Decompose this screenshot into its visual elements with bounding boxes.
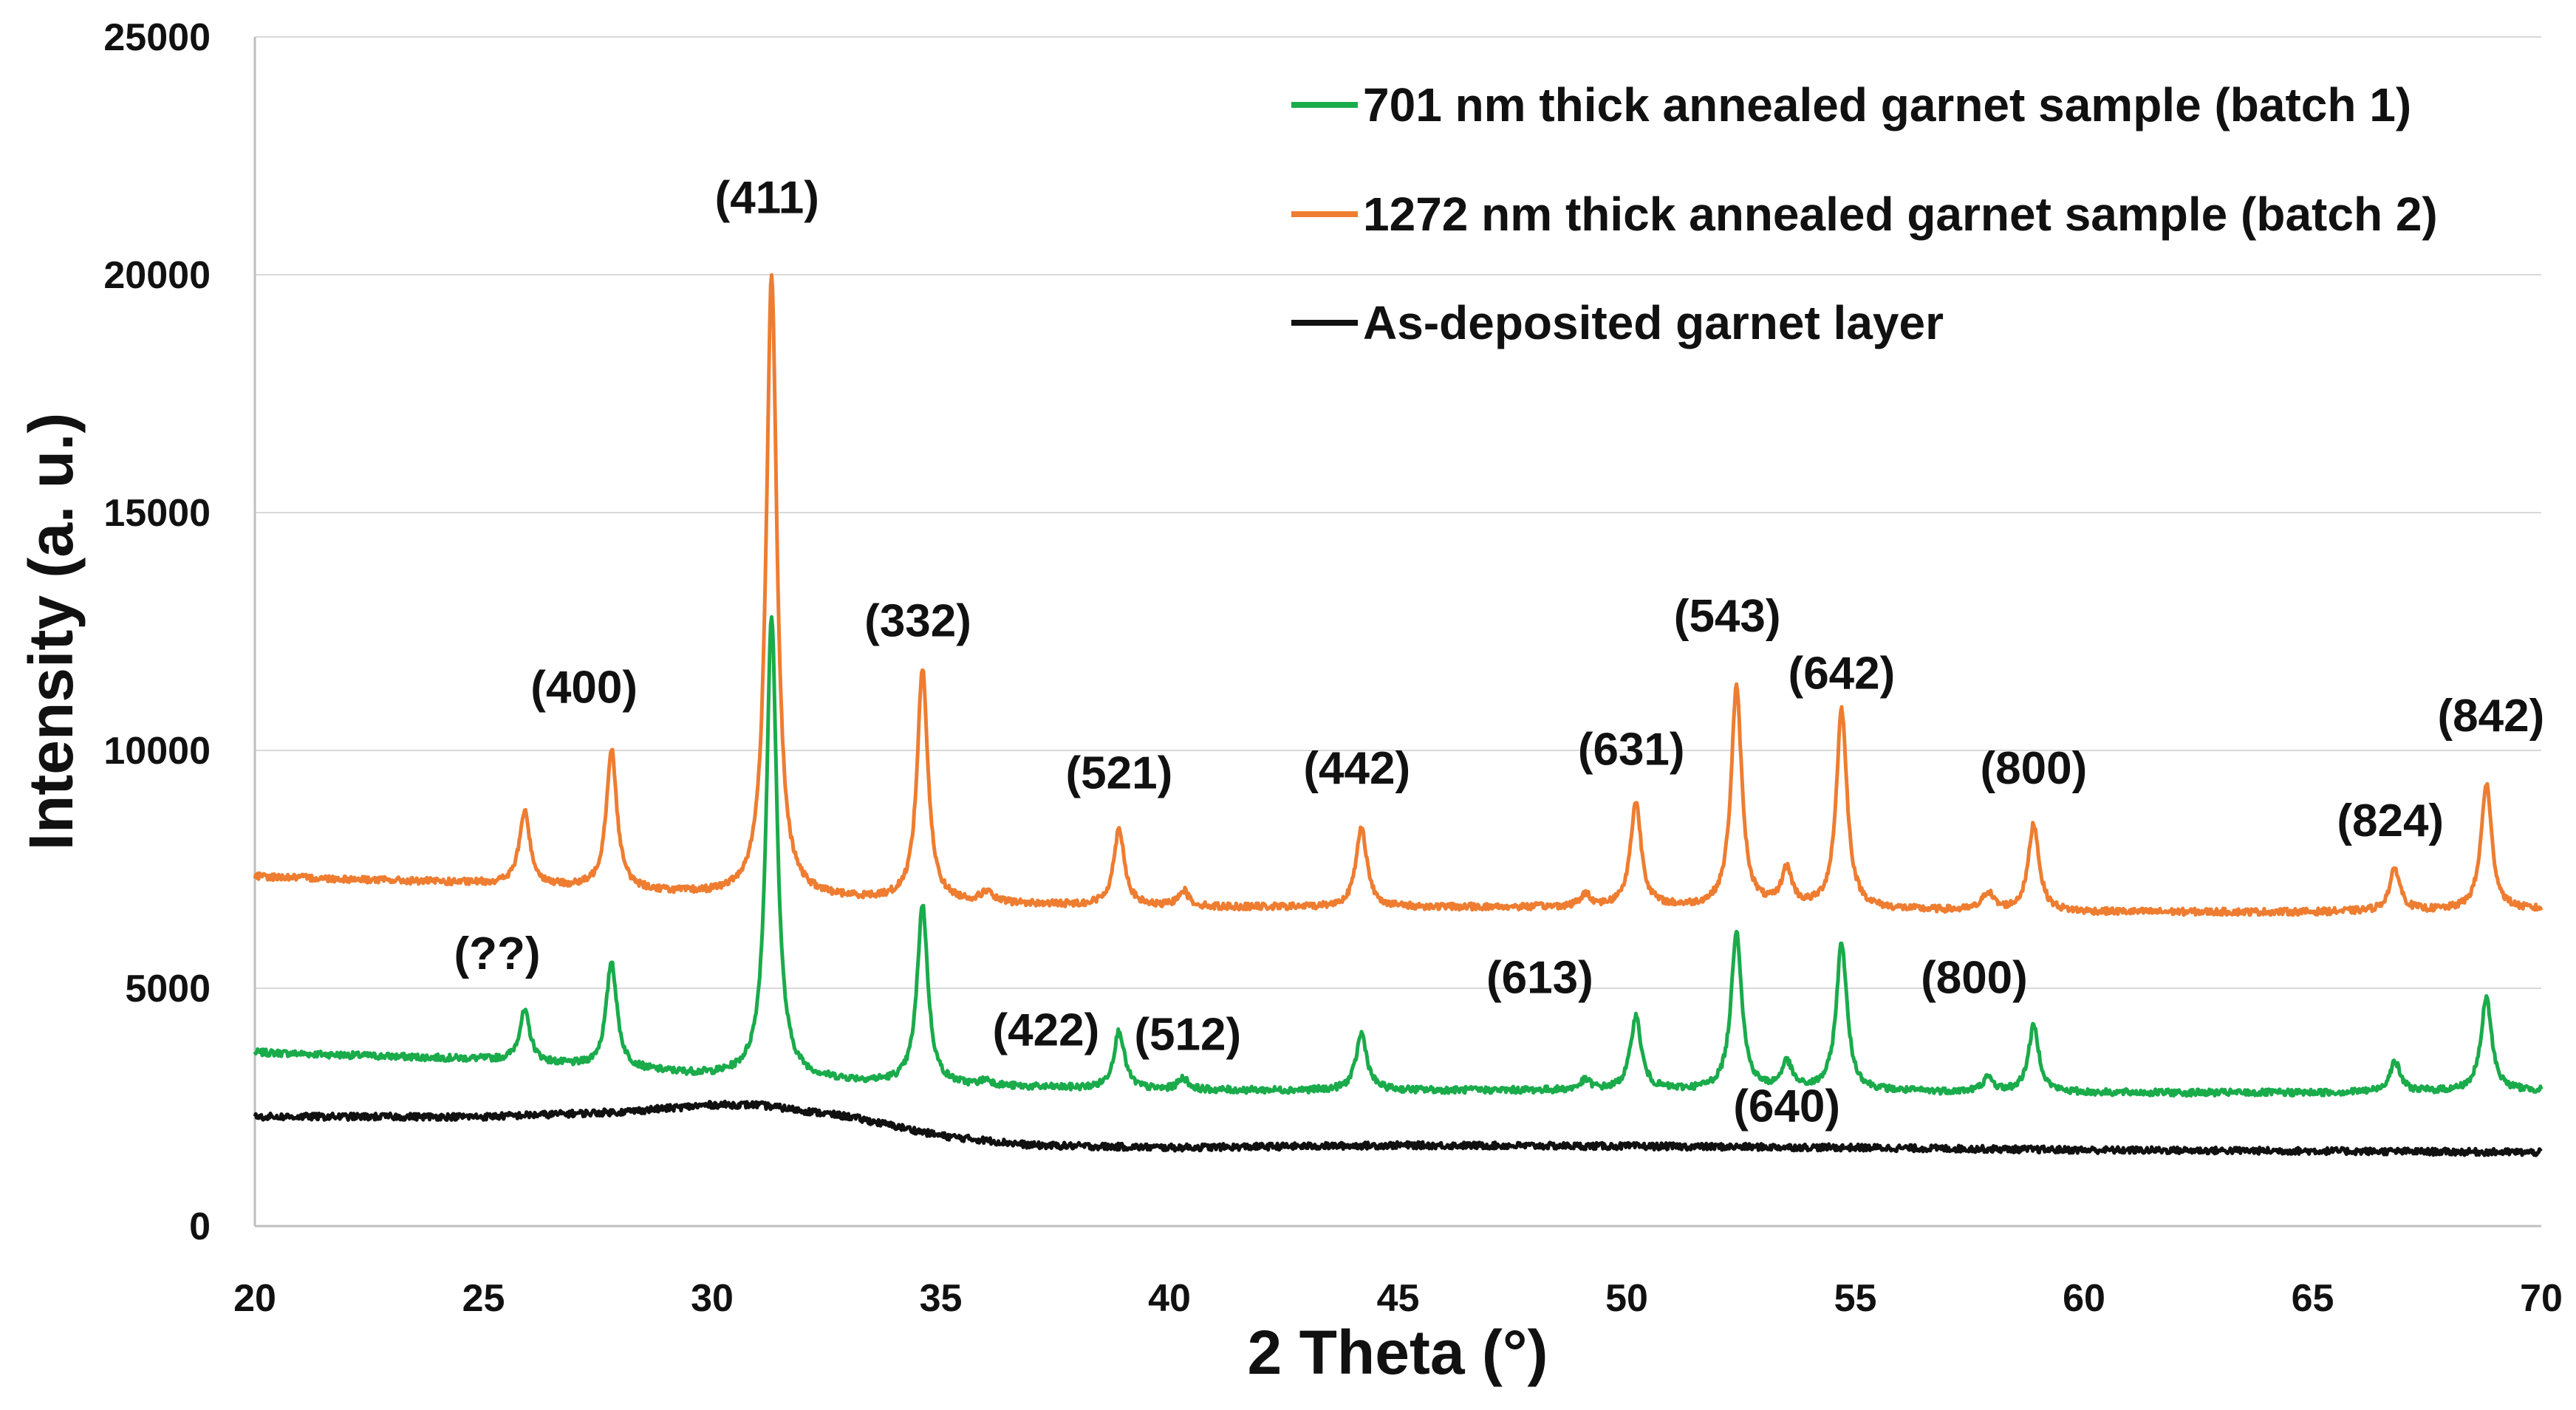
y-tick-labels: 0 5000 10000 15000 20000 25000 [103,16,211,1248]
peak-label: (400) [530,663,638,713]
x-tick-labels: 20 25 30 35 40 45 50 55 60 65 70 [233,1277,2563,1320]
x-tick-label: 70 [2520,1277,2563,1320]
peak-annotations: (411) (400) (332) (521) (442) (631) (543)(642)… [454,172,2545,1132]
peak-label: (613) [1486,952,1593,1003]
peak-label: (411) [715,172,819,223]
series-line-as-deposited [253,1099,2543,1157]
y-tick-label: 0 [189,1205,211,1248]
y-tick-label: 20000 [103,254,211,297]
x-tick-label: 65 [2292,1277,2334,1320]
grid-lines [255,36,2541,989]
legend-label-batch2: 1272 nm thick annealed garnet sample (ba… [1363,188,2438,241]
x-tick-label: 25 [462,1277,505,1320]
legend: 701 nm thick annealed garnet sample (bat… [1291,78,2438,349]
legend-label-batch1: 701 nm thick annealed garnet sample (bat… [1363,78,2411,131]
x-tick-label: 20 [233,1277,276,1320]
peak-label: (640) [1733,1081,1840,1132]
x-axis-title: 2 Theta (°) [1248,1318,1548,1387]
y-tick-label: 15000 [103,492,211,535]
peak-label: (800) [1981,743,2088,794]
y-tick-label: 25000 [103,16,211,59]
axes [253,37,2541,1228]
y-axis-title: Intensity (a. u.) [16,413,86,851]
peak-label: (824) [2337,795,2444,846]
peak-label: (642) [1788,648,1896,699]
peak-label: (800) [1921,952,2028,1003]
series-line-batch2 [253,273,2543,917]
x-tick-label: 60 [2063,1277,2105,1320]
legend-label-as-deposited: As-deposited garnet layer [1363,296,1944,349]
peak-label: (521) [1066,748,1173,799]
x-tick-label: 30 [691,1277,734,1320]
x-tick-label: 45 [1377,1277,1420,1320]
peak-label: (422) [992,1005,1099,1055]
series-line-batch1 [253,615,2543,1098]
x-tick-label: 40 [1148,1277,1191,1320]
x-tick-label: 50 [1605,1277,1648,1320]
peak-label: (512) [1134,1010,1241,1061]
x-tick-label: 55 [1834,1277,1877,1320]
peak-label: (442) [1303,743,1410,794]
peak-label: (543) [1674,591,1781,642]
y-tick-label: 10000 [103,730,211,773]
peak-label: (631) [1578,724,1685,775]
peak-label: (??) [454,928,541,979]
y-tick-label: 5000 [125,968,211,1010]
peak-label: (332) [864,595,971,646]
peak-label: (842) [2438,691,2545,742]
x-tick-label: 35 [920,1277,963,1320]
series-lines [253,273,2543,1157]
